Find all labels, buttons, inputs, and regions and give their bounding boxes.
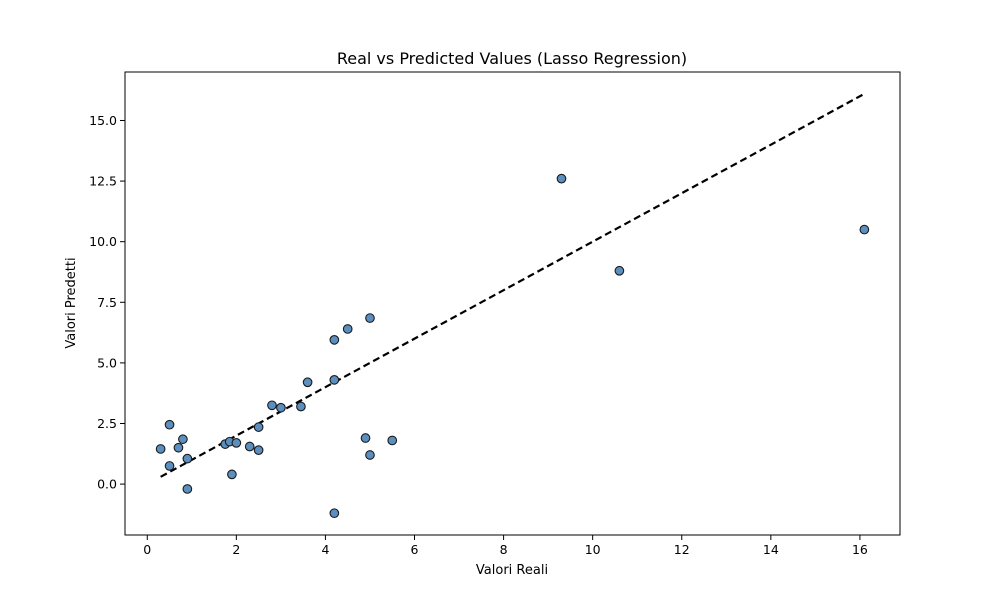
x-tick-label: 2: [232, 542, 240, 557]
data-point: [164, 419, 175, 430]
y-axis-label: Valori Predetti: [64, 257, 79, 348]
x-tick-label: 4: [321, 542, 329, 557]
data-point: [155, 444, 166, 454]
data-point: [244, 441, 255, 452]
data-point: [164, 461, 175, 471]
data-point: [173, 442, 184, 453]
data-point: [267, 400, 277, 411]
data-point: [387, 435, 398, 446]
x-tick-label: 14: [763, 542, 779, 557]
y-tick-label: 7.5: [97, 295, 117, 310]
data-point: [365, 450, 375, 460]
x-tick-label: 10: [585, 542, 601, 557]
plot-area: [124, 71, 901, 536]
data-point: [276, 402, 286, 413]
data-points: [155, 173, 870, 519]
data-point: [329, 508, 340, 519]
y-tick-label: 12.5: [89, 174, 117, 189]
x-tick-label: 8: [500, 542, 508, 557]
chart-title: Real vs Predicted Values (Lasso Regressi…: [337, 49, 687, 68]
data-point: [329, 375, 340, 385]
y-axis: 0.0 2.5 5.0 7.5 10.0 12.5 15.0: [89, 113, 125, 492]
y-tick-label: 5.0: [97, 355, 117, 370]
data-point: [296, 401, 306, 412]
data-point: [859, 224, 870, 235]
data-point: [360, 433, 371, 443]
data-point: [231, 438, 242, 448]
reference-line: [160, 92, 865, 478]
data-point: [182, 484, 193, 494]
x-axis-label: Valori Reali: [476, 563, 548, 578]
data-point: [253, 445, 264, 456]
x-tick-label: 6: [411, 542, 419, 557]
x-tick-label: 16: [852, 542, 868, 557]
y-tick-label: 15.0: [89, 113, 117, 128]
y-tick-label: 10.0: [89, 234, 117, 249]
x-tick-label: 12: [674, 542, 690, 557]
data-point: [342, 324, 353, 334]
x-axis: 0 2 4 6 8 10 12 14 16: [143, 535, 868, 557]
data-point: [182, 453, 193, 464]
data-point: [253, 422, 264, 432]
data-point: [302, 377, 313, 388]
data-point: [178, 434, 188, 445]
data-point: [227, 469, 237, 480]
y-tick-label: 0.0: [97, 477, 117, 492]
data-point: [365, 313, 375, 323]
data-point: [614, 265, 625, 276]
y-tick-label: 2.5: [97, 416, 117, 431]
data-point: [329, 335, 340, 345]
x-tick-label: 0: [143, 542, 151, 557]
data-point: [556, 173, 567, 184]
